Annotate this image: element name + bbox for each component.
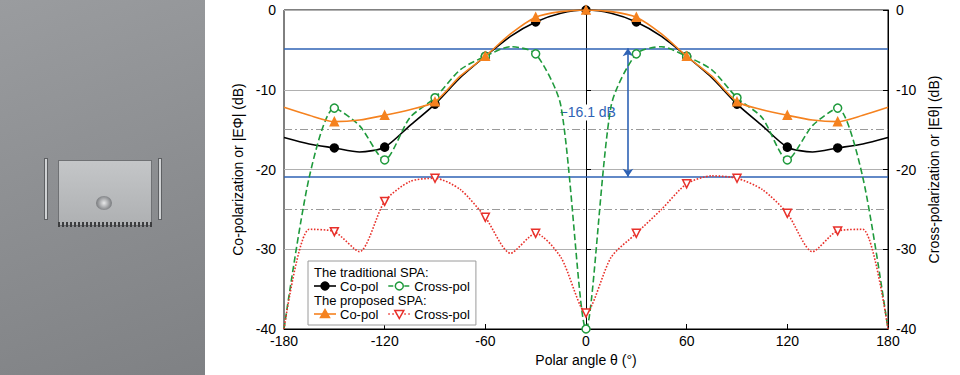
svg-text:Cross-pol: Cross-pol — [414, 307, 470, 322]
svg-text:-30: -30 — [896, 241, 916, 257]
svg-text:-120: -120 — [371, 333, 399, 349]
svg-text:60: 60 — [679, 333, 695, 349]
svg-text:-40: -40 — [896, 321, 917, 337]
svg-text:-180: -180 — [270, 333, 298, 349]
svg-text:Cross-pol: Cross-pol — [414, 279, 470, 294]
svg-text:The traditional SPA:: The traditional SPA: — [314, 265, 429, 280]
svg-text:0: 0 — [896, 2, 904, 18]
svg-text:Co-polarization or |EΦ| (dB): Co-polarization or |EΦ| (dB) — [230, 83, 246, 256]
svg-text:-30: -30 — [256, 241, 276, 257]
svg-text:180: 180 — [876, 333, 900, 349]
svg-text:The proposed SPA:: The proposed SPA: — [314, 293, 427, 308]
svg-text:0: 0 — [268, 2, 276, 18]
svg-text:-20: -20 — [896, 162, 916, 178]
svg-text:-40: -40 — [255, 321, 276, 337]
svg-text:-60: -60 — [475, 333, 495, 349]
svg-text:-20: -20 — [256, 162, 276, 178]
svg-text:120: 120 — [776, 333, 800, 349]
svg-text:Cross-polarization or |Eθ| (dB: Cross-polarization or |Eθ| (dB) — [926, 76, 942, 264]
svg-text:−16.1 dB: −16.1 dB — [560, 104, 616, 120]
svg-text:Co-pol: Co-pol — [340, 307, 378, 322]
svg-text:-10: -10 — [896, 82, 916, 98]
svg-text:Polar angle θ (°): Polar angle θ (°) — [535, 352, 636, 368]
svg-text:Co-pol: Co-pol — [340, 279, 378, 294]
svg-text:0: 0 — [582, 333, 590, 349]
svg-text:-10: -10 — [256, 82, 276, 98]
